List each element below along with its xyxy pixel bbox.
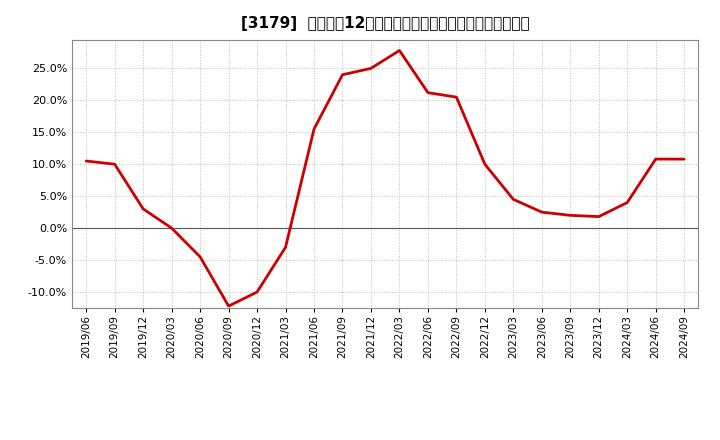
Title: [3179]  売上高の12か月移動合計の対前年同期増減率の推移: [3179] 売上高の12か月移動合計の対前年同期増減率の推移 (241, 16, 529, 32)
